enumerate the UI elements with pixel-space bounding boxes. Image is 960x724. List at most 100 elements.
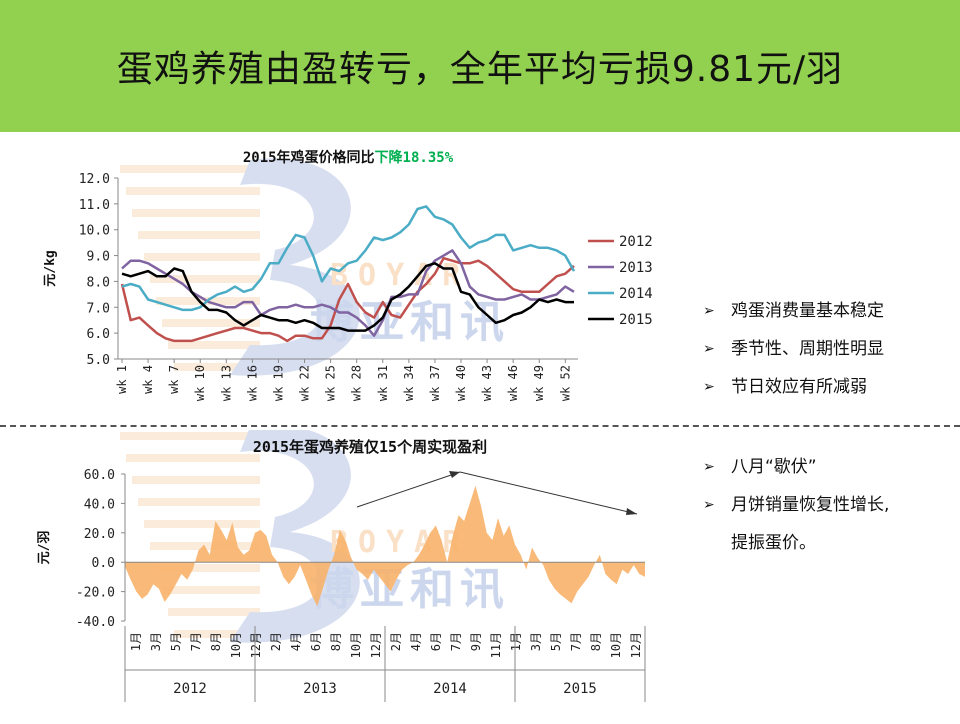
x-tick-label: 8月 (329, 632, 343, 651)
x-tick-label: 2月 (269, 632, 283, 651)
watermark-stripe (138, 498, 260, 506)
y-axis-label: 元/kg (43, 250, 58, 286)
x-tick-label: wk 7 (167, 365, 181, 394)
series-line-2012 (120, 256, 575, 343)
bullet-list-consumption: ➢ 鸡蛋消费量基本稳定 ➢ 季节性、周期性明显 ➢ 节日效应有所减弱 (703, 292, 884, 406)
x-tick-label: 12月 (369, 632, 383, 658)
x-tick-label: wk 52 (558, 365, 572, 401)
x-tick-label: 11月 (489, 632, 503, 658)
y-tick-label: 8.0 (87, 275, 110, 290)
chart-title-main: 2015年鸡蛋价格同比 (243, 149, 375, 166)
watermark-stripe (174, 630, 260, 638)
legend-label-2015: 2015 (619, 312, 653, 328)
profit-area (125, 485, 645, 607)
x-tick-label: wk 19 (271, 365, 285, 401)
watermark-stripe (144, 253, 260, 261)
watermark-stripe (120, 165, 260, 173)
chart-title: 2015年蛋鸡养殖仅15个周实现盈利 (253, 438, 487, 456)
egg-price-chart: BOYAR 博亚和讯 2015年鸡蛋价格同比下降18.35% 12.0 11.0 10.0… (0, 140, 680, 420)
series-line-2015 (121, 262, 574, 332)
page-title: 蛋鸡养殖由盈转亏，全年平均亏损9.81元/羽 (116, 49, 844, 90)
y-tick-label: 40.0 (84, 497, 115, 512)
x-tick-label: wk 34 (402, 365, 416, 401)
x-tick-label: 5月 (549, 632, 563, 651)
x-tick-label: wk 1 (115, 365, 129, 394)
y-tick-label: 7.0 (87, 301, 110, 316)
x-tick-label: wk 10 (193, 365, 207, 401)
x-tick-label: wk 43 (480, 365, 494, 401)
watermark-stripe (138, 231, 260, 239)
list-item: ➢ 鸡蛋消费量基本稳定 (703, 292, 884, 330)
trend-down-arrow (459, 471, 638, 515)
x-tick-label: 3月 (149, 632, 163, 651)
x-tick-label: wk 40 (454, 365, 468, 401)
trend-down-arrowhead (626, 508, 637, 515)
watermark-stripe (168, 608, 260, 616)
bullet-text: 节日效应有所减弱 (731, 377, 867, 397)
x-tick-label: 2月 (389, 632, 403, 651)
x-tick-label: wk 49 (532, 365, 546, 401)
y-tick-label: 5.0 (87, 353, 110, 368)
x-tick-label: 7月 (449, 632, 463, 651)
chart-title-highlight: 下降18.35% (375, 149, 454, 166)
x-tick-label: wk 46 (506, 365, 520, 401)
x-tick-label: 10月 (349, 632, 363, 658)
bullet-text: 八月“歇伏” (731, 457, 817, 477)
y-tick-label: 6.0 (87, 327, 110, 342)
watermark-stripe (162, 319, 260, 327)
watermark-stripe (162, 586, 260, 594)
watermark-stripe (126, 187, 260, 195)
year-label: 2012 (173, 681, 207, 697)
bullet-list-season: ➢ 八月“歇伏” ➢ 月饼销量恢复性增长, 提振蛋价。 (703, 448, 889, 562)
watermark-brand-cn: 博亚和讯 (310, 564, 510, 615)
layer-profit-chart: BOYAR 博亚和讯 2015年蛋鸡养殖仅15个周实现盈利 60.0 40.0 20.0 0… (0, 425, 680, 720)
watermark-stripe (150, 275, 260, 283)
y-tick-label: 60.0 (84, 468, 115, 483)
arrow-bullet-icon: ➢ (703, 341, 715, 357)
y-tick-label: 11.0 (79, 198, 110, 213)
legend-label-2014: 2014 (619, 286, 653, 302)
watermark-stripe (144, 520, 260, 528)
bullet-text: 鸡蛋消费量基本稳定 (731, 301, 884, 321)
list-item: ➢ 季节性、周期性明显 (703, 330, 884, 368)
watermark-stripe (168, 341, 260, 349)
series-line-2014 (121, 205, 576, 312)
x-tick-label: 4月 (409, 632, 423, 651)
x-tick-label: wk 16 (245, 365, 259, 401)
section-divider (0, 425, 960, 427)
watermark-stripe (132, 476, 260, 484)
x-tick-label: 1月 (129, 632, 143, 651)
trend-up-arrowhead (449, 471, 460, 478)
y-tick-label: -20.0 (76, 586, 115, 601)
x-tick-label: wk 25 (324, 365, 338, 401)
watermark-stripe (120, 432, 260, 440)
chart-title: 2015年鸡蛋价格同比下降18.35% (243, 149, 454, 166)
x-tick-label: 7月 (189, 632, 203, 651)
y-tick-label: 20.0 (84, 527, 115, 542)
arrow-bullet-icon: ➢ (703, 459, 715, 475)
series-line-2013 (121, 249, 575, 337)
x-tick-label: wk 4 (141, 365, 155, 394)
arrow-bullet-icon: ➢ (703, 379, 715, 395)
watermark-stripe (174, 363, 260, 371)
bullet-text: 月饼销量恢复性增长, (731, 495, 890, 515)
trend-up-arrow (356, 471, 461, 508)
list-item: ➢ 月饼销量恢复性增长, (703, 486, 889, 524)
legend-label-2013: 2013 (619, 260, 653, 276)
x-tick-label: 8月 (589, 632, 603, 651)
watermark-stripe (132, 209, 260, 217)
bullet-text: 季节性、周期性明显 (731, 339, 884, 359)
year-label: 2013 (303, 681, 337, 697)
x-tick-label: 6月 (429, 632, 443, 651)
watermark-logo-shape (230, 158, 360, 376)
y-tick-label: 12.0 (79, 172, 110, 187)
x-tick-label: wk 22 (298, 365, 312, 401)
x-tick-label: wk 13 (219, 365, 233, 401)
y-tick-label: 10.0 (79, 224, 110, 239)
watermark-stripe (150, 542, 260, 550)
x-tick-label: 5月 (169, 632, 183, 651)
x-tick-label: wk 37 (428, 365, 442, 401)
x-tick-label: 1月 (509, 632, 523, 651)
